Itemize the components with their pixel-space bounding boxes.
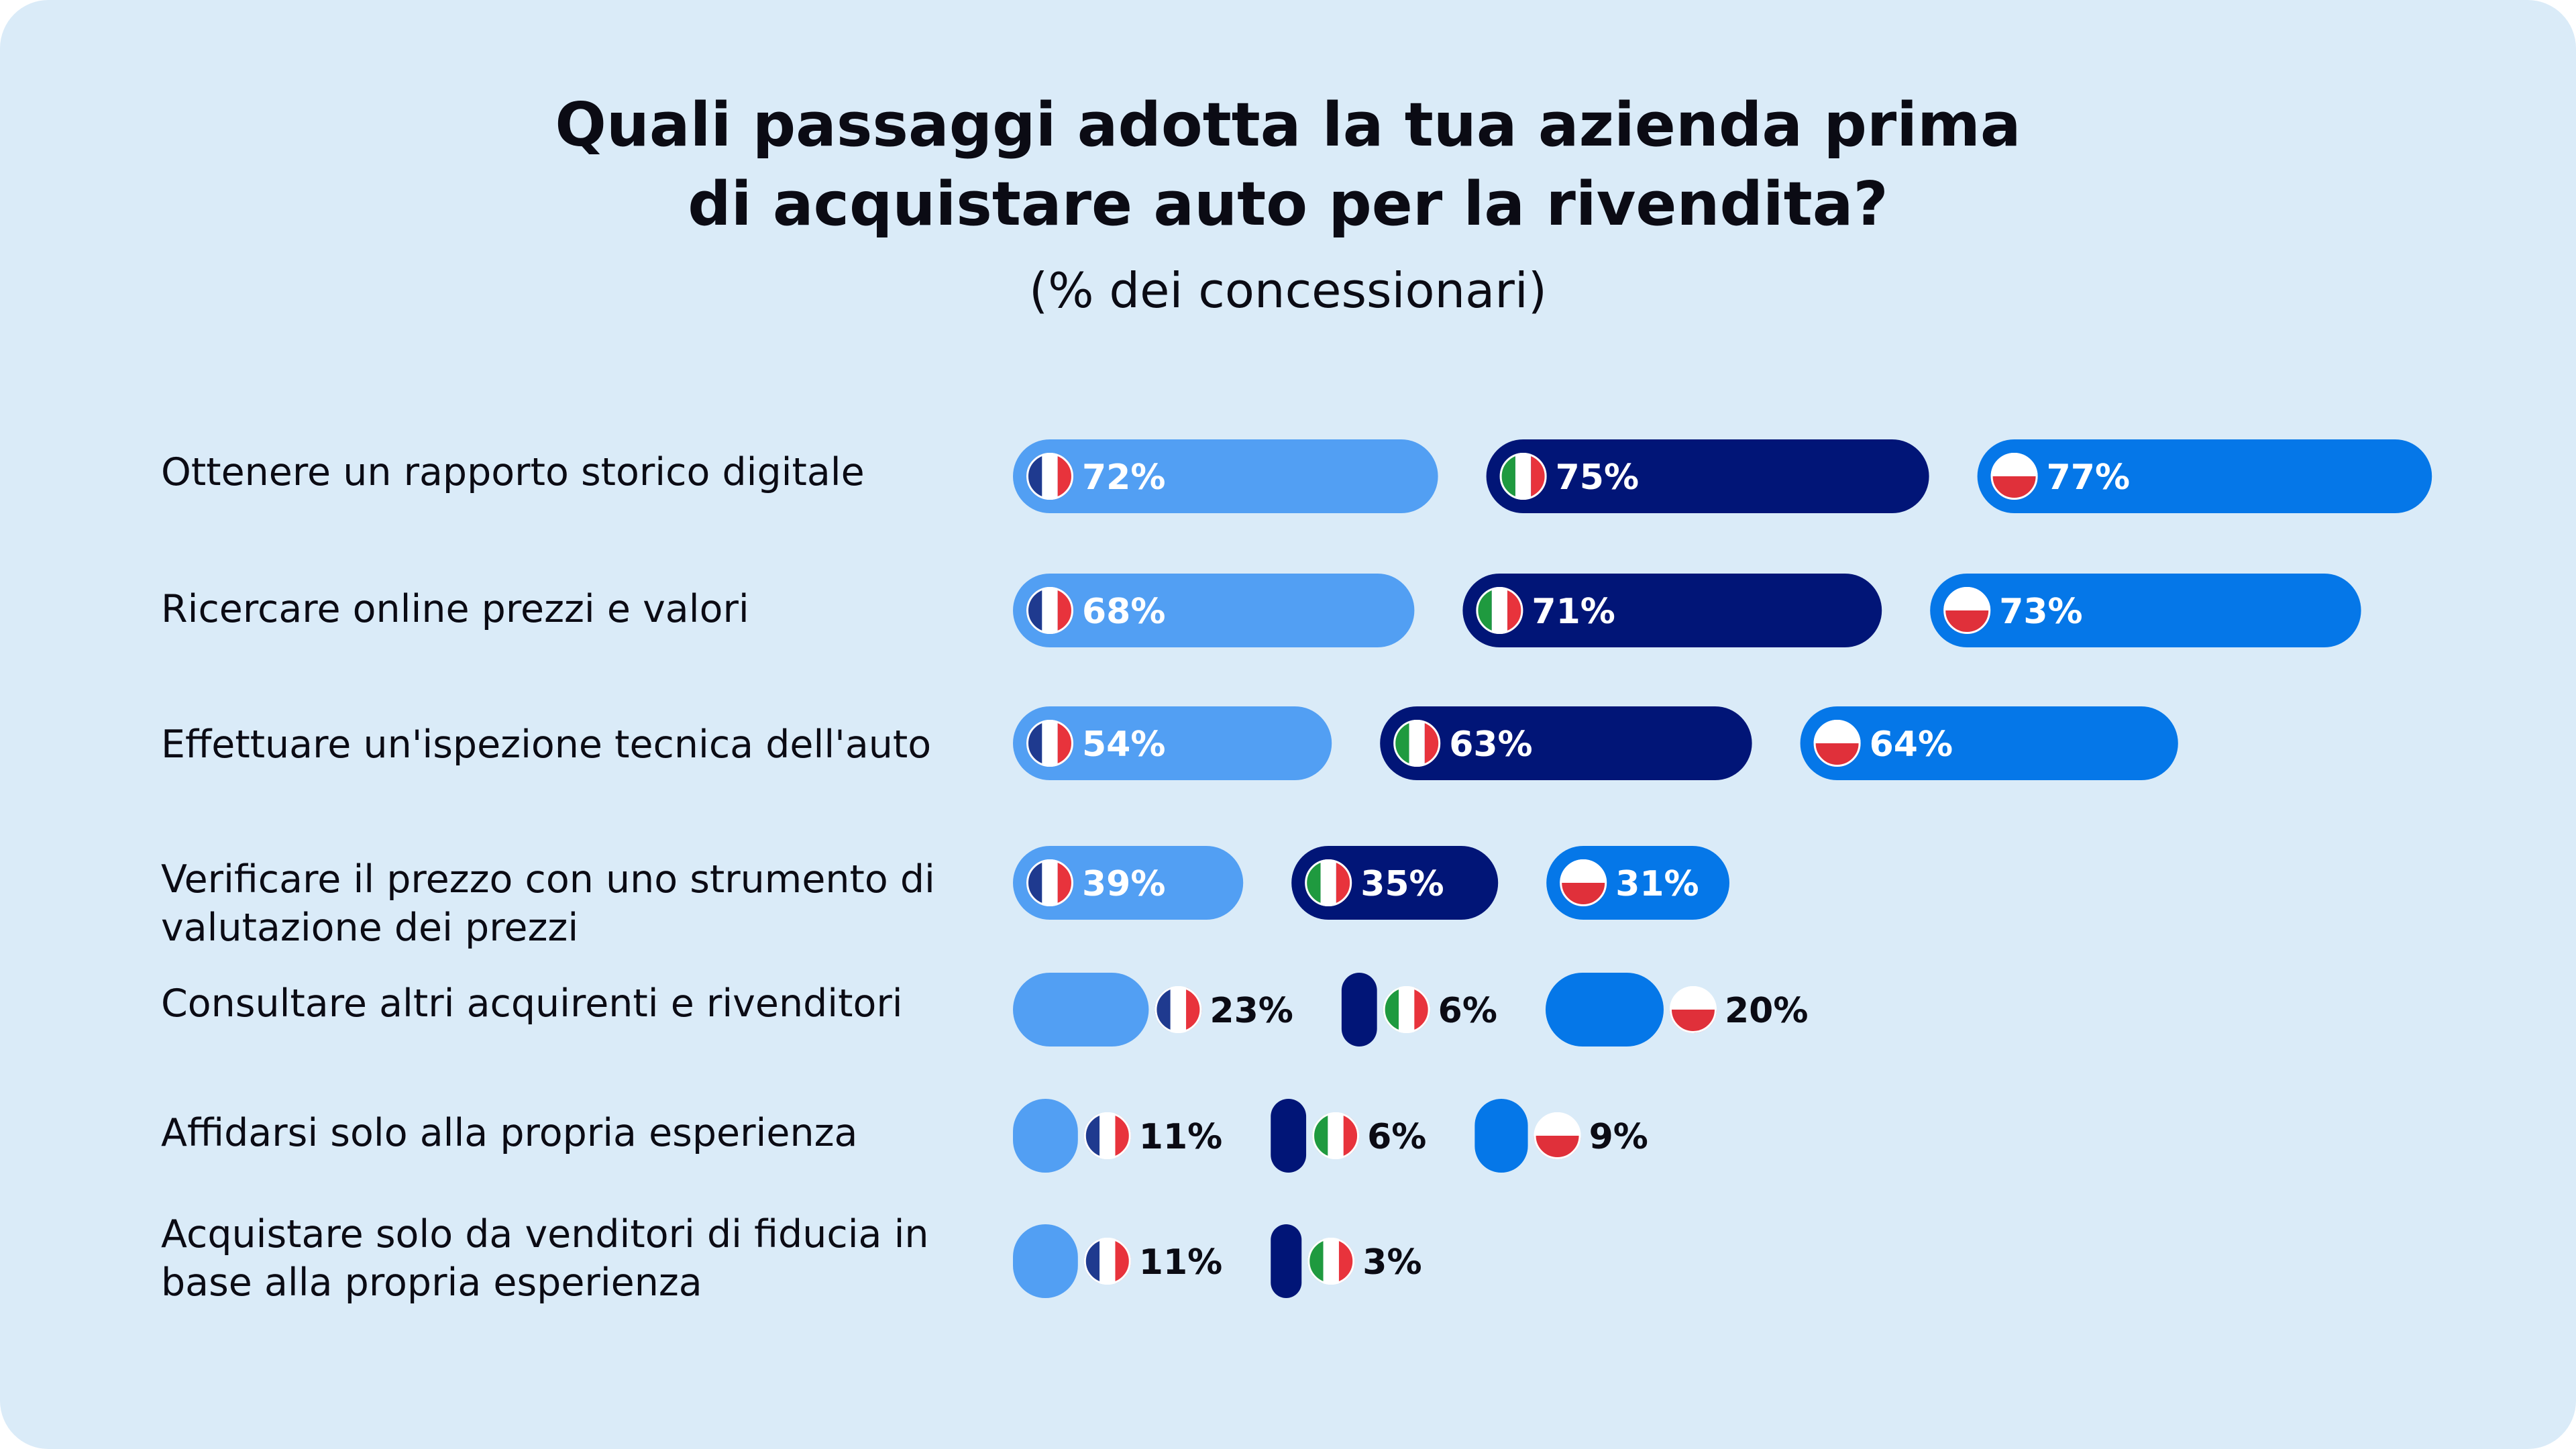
value-label: 6% [1367,1117,1426,1157]
bar-group-poland: 64% [1800,706,2178,780]
poland-flag-icon [1560,859,1607,906]
bar-row-effettuare-un-ispezione-tecnica-dell-aut: 54% 63% 64% [1013,706,2178,780]
bar-row-verificare-il-prezzo-con-uno-strumento-d: 39% 35% 31% [1013,846,1729,920]
value-label: 31% [1615,864,1699,904]
bar-group-france: 68% [1013,574,1415,647]
bar-row-ricercare-online-prezzi-e-valori: 68% 71% 73% [1013,574,2361,647]
value-label: 73% [1999,592,2082,632]
bar-poland [1545,973,1664,1046]
bar-poland [1930,574,2361,647]
poland-flag-icon [1943,587,1991,634]
chart-title: Quali passaggi adotta la tua azienda pri… [0,86,2576,244]
france-flag-icon [1083,1112,1131,1159]
value-label: 71% [1532,592,1615,632]
bar-italy [1462,574,1882,647]
chart-subtitle: (% dei concessionari) [1029,262,1547,319]
bar-group-poland: 73% [1930,574,2361,647]
value-label: 20% [1725,991,1808,1031]
bar-france [1013,574,1415,647]
bar-france [1013,706,1332,780]
france-flag-icon [1026,859,1073,906]
value-label: 6% [1438,991,1497,1031]
france-flag-icon [1083,1238,1131,1285]
poland-flag-icon [1669,986,1717,1033]
bar-group-france: 54% [1013,706,1332,780]
bar-group-poland: 20% [1545,973,1808,1046]
value-label: 39% [1082,864,1165,904]
bar-row-affidarsi-solo-alla-propria-esperienza: 11% 6% 9% [1013,1099,1648,1173]
category-label: Ottenere un rapporto storico digitale [161,450,865,494]
italy-flag-icon [1312,1112,1360,1159]
value-label: 23% [1210,991,1293,1031]
france-flag-icon [1026,720,1073,767]
value-label: 75% [1556,458,1639,498]
bar-group-france: 11% [1013,1224,1222,1298]
poland-flag-icon [1813,720,1861,767]
bar-group-france: 11% [1013,1099,1222,1173]
italy-flag-icon [1476,587,1523,634]
bar-france [1013,1099,1078,1173]
value-label: 64% [1870,724,1953,765]
italy-flag-icon [1383,986,1430,1033]
bar-group-italy: 6% [1341,973,1497,1046]
bar-france [1013,1224,1078,1298]
bar-france [1013,846,1244,920]
value-label: 72% [1082,458,1165,498]
bar-group-italy: 75% [1486,439,1929,513]
bar-italy [1271,1099,1307,1173]
bar-france [1013,973,1149,1046]
italy-flag-icon [1499,453,1547,500]
bar-group-poland: 77% [1977,439,2432,513]
value-label: 35% [1360,864,1444,904]
bar-group-france: 72% [1013,439,1438,513]
value-label: 9% [1589,1117,1648,1157]
bar-group-italy: 6% [1271,1099,1426,1173]
value-label: 11% [1139,1117,1222,1157]
bar-italy [1271,1224,1302,1298]
bar-group-italy: 71% [1462,574,1882,647]
value-label: 11% [1139,1242,1222,1283]
bar-row-consultare-altri-acquirenti-e-rivenditor: 23% 6% 20% [1013,973,1808,1046]
bar-france [1013,439,1438,513]
bar-poland [1977,439,2432,513]
value-label: 68% [1082,592,1165,632]
bar-group-poland: 31% [1546,846,1729,920]
bar-poland [1474,1099,1528,1173]
france-flag-icon [1026,587,1073,634]
bar-group-france: 39% [1013,846,1244,920]
category-label: Ricercare online prezzi e valori [161,587,749,631]
france-flag-icon [1155,986,1202,1033]
bar-row-ottenere-un-rapporto-storico-digitale: 72% 75% 77% [1013,439,2432,513]
category-label: Consultare altri acquirenti e rivenditor… [161,981,903,1026]
category-label: Verificare il prezzo con uno strumento d… [161,857,935,950]
bar-group-italy: 35% [1291,846,1499,920]
chart-title-line-1: Quali passaggi adotta la tua azienda pri… [555,90,2021,160]
bar-italy [1341,973,1377,1046]
bar-group-france: 23% [1013,973,1293,1046]
bar-group-italy: 63% [1380,706,1752,780]
chart-title-line-2: di acquistare auto per la rivendita? [688,169,1888,239]
value-label: 54% [1082,724,1165,765]
bar-group-poland: 9% [1474,1099,1648,1173]
poland-flag-icon [1990,453,2038,500]
italy-flag-icon [1305,859,1352,906]
bar-italy [1380,706,1752,780]
value-label: 77% [2047,458,2130,498]
value-label: 3% [1362,1242,1421,1283]
category-label: Effettuare un'ispezione tecnica dell'aut… [161,722,932,767]
bar-poland [1800,706,2178,780]
bar-italy [1486,439,1929,513]
poland-flag-icon [1534,1112,1581,1159]
value-label: 63% [1449,724,1532,765]
bar-italy [1291,846,1499,920]
bar-row-acquistare-solo-da-venditori-di-fiducia-: 11% 3% [1013,1224,1422,1298]
italy-flag-icon [1307,1238,1355,1285]
category-label: Affidarsi solo alla propria esperienza [161,1111,858,1155]
france-flag-icon [1026,453,1073,500]
category-label: Acquistare solo da venditori di fiducia … [161,1212,929,1305]
bar-group-italy: 3% [1271,1224,1422,1298]
italy-flag-icon [1393,720,1441,767]
